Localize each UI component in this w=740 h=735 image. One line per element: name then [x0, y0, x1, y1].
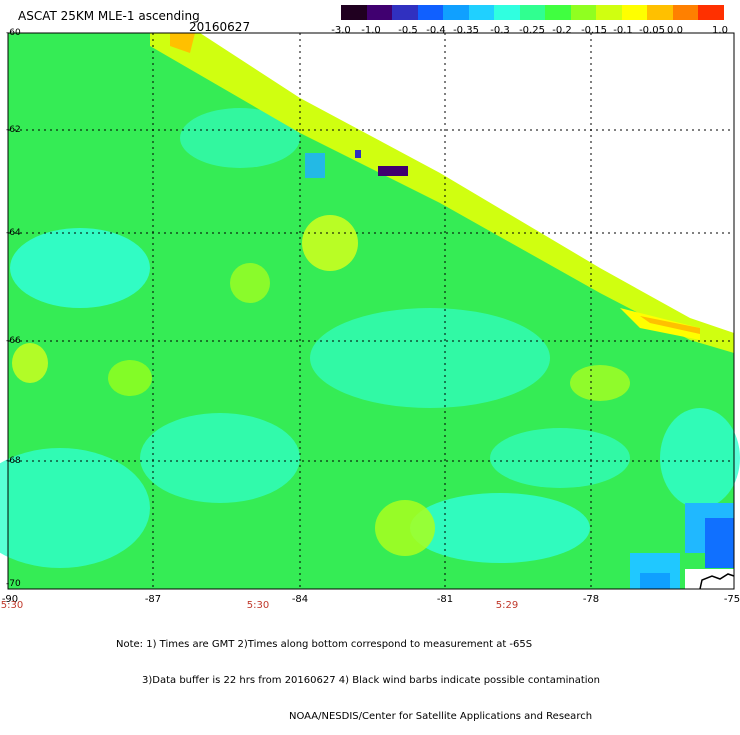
colorbar-label: -0.35 [453, 25, 479, 36]
map-frame [7, 32, 735, 590]
time-label: 5:29 [495, 600, 519, 611]
field-patch [490, 428, 630, 488]
product-title: ASCAT 25KM MLE-1 ascending [18, 9, 200, 23]
colorbar-label: -0.05 [639, 25, 665, 36]
footer-notes: Note: 1) Times are GMT 2)Times along bot… [116, 615, 600, 735]
colorbar-label: 0.0 [667, 25, 683, 36]
note-line-2: 3)Data buffer is 22 hrs from 20160627 4)… [142, 675, 600, 686]
colorbar-swatch [698, 5, 724, 20]
colorbar-swatch [392, 5, 418, 20]
colorbar-swatch [672, 5, 699, 20]
swath-edge-orange [640, 316, 700, 334]
colorbar-label: -0.1 [613, 25, 633, 36]
colorbar-swatch [519, 5, 546, 20]
latitude-label: -70 [6, 579, 21, 589]
field-patch-yellow [375, 500, 435, 556]
longitude-label: -84 [291, 594, 309, 605]
field-patch [410, 493, 590, 563]
colorbar [341, 5, 724, 20]
longitude-label: -90 [1, 594, 19, 605]
field-patch [660, 408, 740, 508]
field-patch-yellow [108, 360, 152, 396]
field-patch [140, 413, 300, 503]
swath-edge-yellowgreen [150, 33, 734, 353]
field-patch-blue [305, 153, 325, 178]
latitude-label: -68 [6, 456, 21, 466]
field-patch [0, 448, 150, 568]
colorbar-label: -0.5 [398, 25, 418, 36]
longitude-label: -87 [144, 594, 162, 605]
field-patch [180, 108, 300, 168]
colorbar-swatch [647, 5, 673, 20]
colorbar-label: -3.0 [331, 25, 351, 36]
colorbar-swatch [570, 5, 597, 20]
colorbar-swatch [494, 5, 520, 20]
field-patch-blue [640, 573, 670, 589]
colorbar-swatch [366, 5, 393, 20]
note-line-3: NOAA/NESDIS/Center for Satellite Applica… [289, 711, 593, 722]
colorbar-swatch [621, 5, 648, 20]
field-patch [10, 228, 150, 308]
note-line-1: Note: 1) Times are GMT 2)Times along bot… [116, 639, 533, 650]
colorbar-label: -0.4 [426, 25, 446, 36]
time-label: 5:30 [246, 600, 270, 611]
data-field [0, 33, 740, 590]
longitude-label: -78 [582, 594, 600, 605]
graticule [8, 33, 734, 589]
colorbar-label: -0.3 [490, 25, 510, 36]
axis-labels: -60 -62 -64 -66 -68 -70 -90 -87 -84 -81 -78 -75 5:30… [0, 28, 740, 611]
swath-edge-orange [170, 33, 195, 53]
time-label: 5:30 [0, 600, 24, 611]
colorbar-labels: -3.0 -1.0 -0.5 -0.4 -0.35 -0.3 -0.25 -0.2 -0.15-… [327, 25, 739, 39]
colorbar-swatch [596, 5, 622, 20]
colorbar-label: -1.0 [361, 25, 381, 36]
product-date: 20160627 [189, 20, 251, 34]
colorbar-label: -0.25 [519, 25, 545, 36]
colorbar-swatch [545, 5, 571, 20]
wind-map [0, 32, 740, 590]
land-region [685, 569, 734, 589]
field-patch-yellow [12, 343, 48, 383]
colorbar-swatch [341, 5, 367, 20]
field-patch [310, 308, 550, 408]
longitude-label: -75 [723, 594, 740, 605]
colorbar-label: -0.15 [581, 25, 607, 36]
latitude-label: -62 [6, 125, 21, 135]
latitude-label: -66 [6, 336, 21, 346]
colorbar-swatch [417, 5, 444, 20]
colorbar-label: 1.0 [712, 25, 728, 36]
colorbar-swatch [443, 5, 469, 20]
field-patch-yellow [302, 215, 358, 271]
colorbar-swatch [468, 5, 495, 20]
latitude-label: -64 [6, 228, 21, 238]
coastline [699, 573, 735, 590]
field-purple-spot [355, 150, 361, 158]
field-patch-yellow [230, 263, 270, 303]
field-patch-blue [705, 518, 734, 568]
field-purple-spot [378, 166, 408, 176]
field-patch-yellow [570, 365, 630, 401]
longitude-label: -81 [436, 594, 454, 605]
colorbar-label: -0.2 [552, 25, 572, 36]
latitude-label: -60 [6, 28, 21, 38]
